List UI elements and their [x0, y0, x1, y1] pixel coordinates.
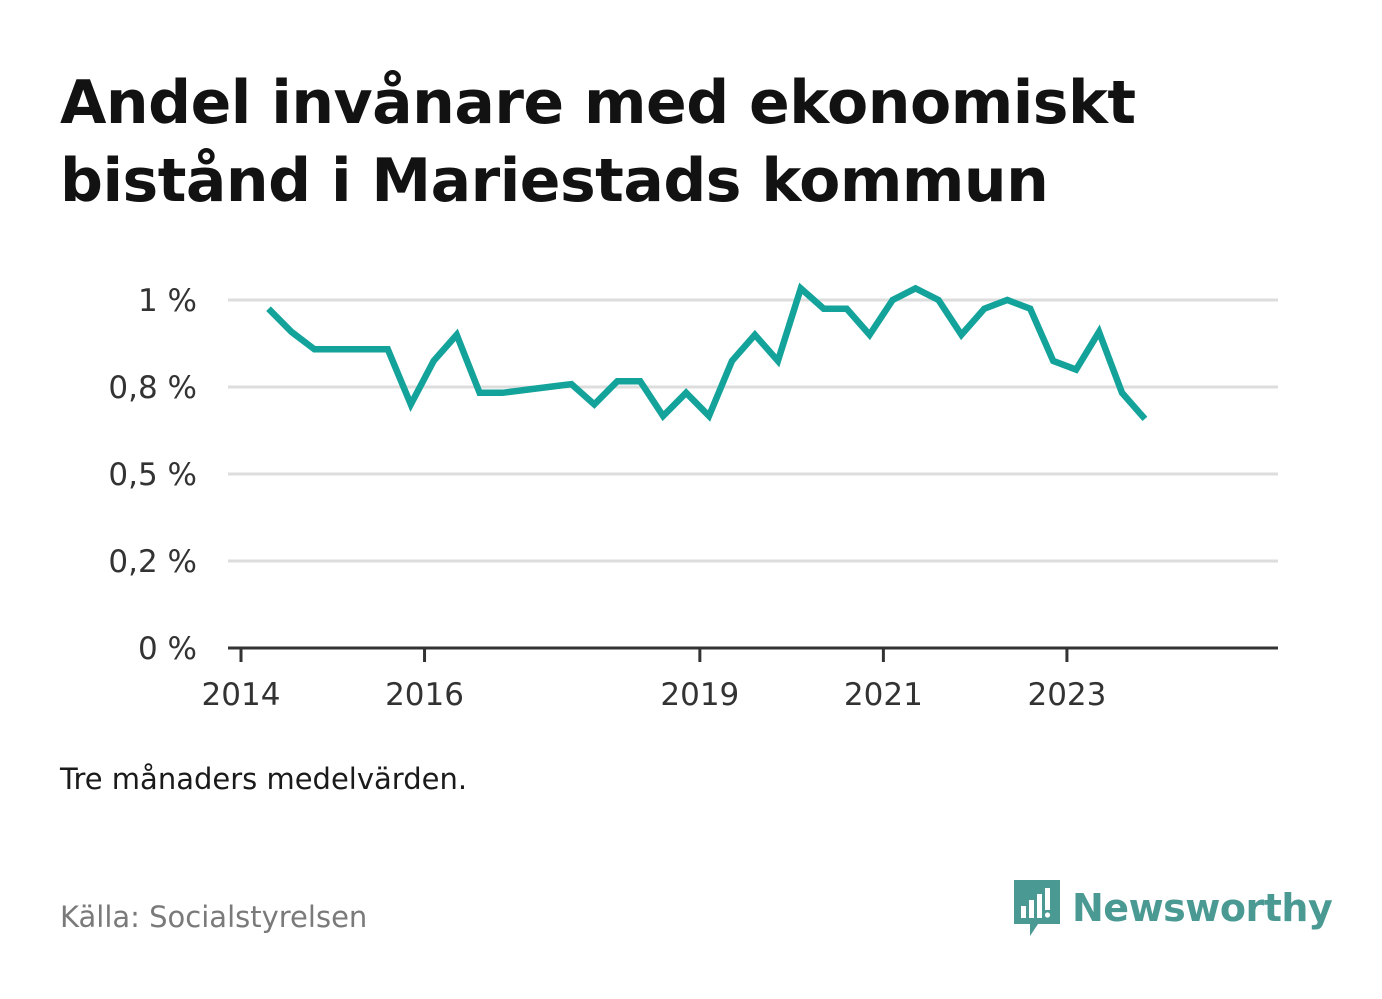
source-credit: Källa: Socialstyrelsen	[60, 900, 368, 934]
gridlines	[228, 298, 1278, 563]
x-tick-label: 2014	[202, 677, 281, 713]
x-tick-label: 2019	[660, 677, 739, 713]
chart-note: Tre månaders medelvärden.	[60, 762, 468, 796]
y-tick-label: 0,5 %	[108, 457, 197, 493]
chart-title: Andel invånare med ekonomiskt bistånd i …	[60, 68, 1136, 216]
data-series	[266, 282, 1148, 422]
y-tick-label: 0,2 %	[108, 544, 197, 580]
x-tick-label: 2021	[844, 677, 923, 713]
line-chart: 0 %0,2 %0,5 %0,8 %1 % 2014 2016 2019 2021 20…	[108, 282, 1278, 713]
brand-logo[interactable]: Newsworthy	[1012, 876, 1333, 940]
brand-name: Newsworthy	[1072, 886, 1333, 930]
newsworthy-logo-icon	[1014, 880, 1060, 936]
x-tick-label: 2023	[1027, 677, 1106, 713]
y-tick-label: 0 %	[138, 631, 197, 667]
x-tick-label: 2016	[385, 677, 464, 713]
y-tick-label: 0,8 %	[108, 370, 197, 406]
series-line	[266, 282, 1148, 422]
x-axis: 2014 2016 2019 2021 2023	[202, 646, 1278, 713]
y-tick-label: 1 %	[138, 283, 197, 319]
y-axis-labels: 0 % 0,2 % 0,5 % 0,8 % 1 %	[108, 283, 197, 667]
